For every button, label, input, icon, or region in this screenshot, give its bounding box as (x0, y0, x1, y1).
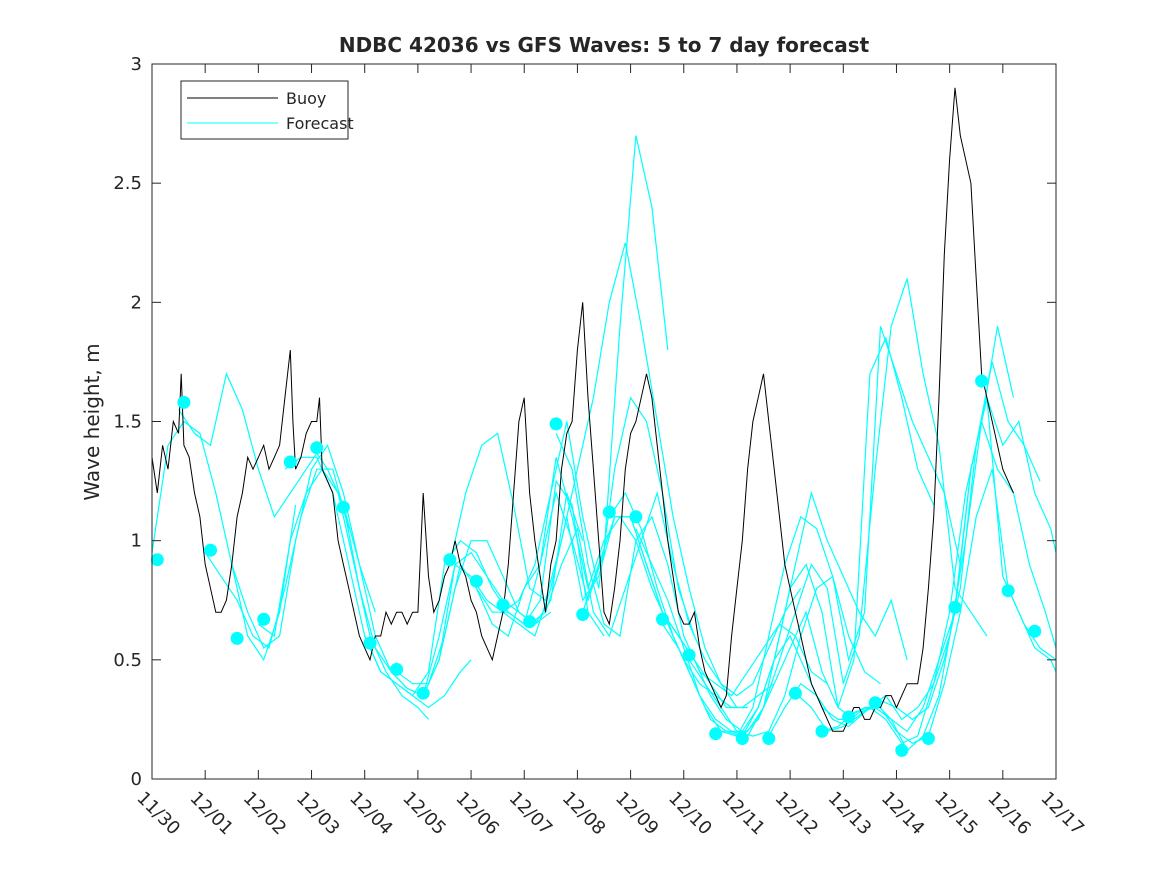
forecast-marker-12 (443, 553, 457, 567)
y-tick-label-6: 3 (131, 54, 142, 75)
forecast-line-9 (364, 479, 605, 697)
forecast-marker-9 (363, 636, 377, 650)
forecast-marker-11 (416, 686, 430, 700)
forecast-line-25 (795, 395, 1056, 733)
forecast-marker-32 (975, 374, 989, 388)
forecast-marker-30 (921, 732, 935, 745)
forecast-marker-16 (549, 417, 563, 431)
forecast-marker-5 (257, 612, 271, 626)
forecast-marker-18 (602, 505, 616, 519)
forecast-line-2 (178, 371, 323, 519)
forecast-marker-23 (735, 732, 749, 745)
forecast-marker-17 (576, 608, 590, 621)
forecast-marker-28 (868, 696, 882, 710)
forecast-line-15 (529, 490, 802, 697)
y-axis-label: Wave height, m (80, 343, 104, 500)
y-tick-label-3: 1.5 (113, 412, 142, 433)
forecast-line-4 (231, 443, 376, 649)
forecast-marker-22 (709, 727, 723, 741)
forecast-marker-14 (496, 598, 510, 612)
forecast-marker-24 (762, 732, 776, 745)
forecast-marker-26 (815, 724, 829, 738)
legend-buoy-label: Buoy (286, 89, 326, 108)
forecast-line-12 (449, 242, 738, 708)
forecast-marker-1 (150, 553, 164, 567)
y-tick-label-2: 1 (131, 531, 142, 552)
legend-forecast-label: Forecast (286, 114, 354, 133)
forecast-line-19 (635, 490, 908, 732)
forecast-marker-7 (310, 441, 324, 455)
forecast-line-24 (768, 361, 1041, 737)
forecast-line-17 (582, 516, 854, 733)
forecast-marker-33 (1001, 584, 1015, 598)
forecast-marker-27 (842, 710, 856, 724)
forecast-marker-10 (390, 662, 404, 676)
forecast-line-11 (422, 396, 695, 696)
y-tick-label-0: 0 (131, 769, 142, 790)
forecast-marker-29 (895, 743, 909, 757)
forecast-marker-20 (656, 612, 669, 626)
y-tick-label-5: 2.5 (113, 173, 142, 194)
legend-box (180, 80, 349, 140)
forecast-marker-34 (1028, 624, 1042, 638)
y-tick-label-4: 2 (131, 292, 142, 313)
forecast-marker-4 (230, 631, 244, 645)
forecast-marker-21 (682, 648, 696, 662)
y-tick-label-1: 0.5 (113, 650, 142, 671)
forecast-line-18 (608, 491, 881, 737)
chart-title: NDBC 42036 vs GFS Waves: 5 to 7 day fore… (339, 33, 870, 57)
forecast-marker-8 (336, 500, 350, 514)
legend: Buoy Forecast (180, 80, 354, 140)
forecast-marker-15 (523, 615, 537, 629)
forecast-line-21 (688, 326, 961, 737)
y-axis: 0 0.5 1 1.5 2 2.5 3 (113, 54, 1056, 790)
forecast-marker-31 (948, 600, 962, 614)
forecast-marker-6 (283, 455, 297, 469)
forecast-marker-2 (177, 395, 191, 409)
series-group (152, 87, 1056, 752)
forecast-line-10 (396, 135, 669, 685)
forecast-marker-3 (204, 543, 217, 557)
forecast-marker-13 (469, 574, 483, 588)
forecast-marker-25 (788, 686, 802, 700)
forecast-line-5 (258, 468, 429, 720)
forecast-marker-19 (629, 510, 643, 524)
buoy-line (152, 87, 1014, 732)
plot-area (150, 87, 1056, 757)
forecast-line-26 (821, 419, 1056, 745)
